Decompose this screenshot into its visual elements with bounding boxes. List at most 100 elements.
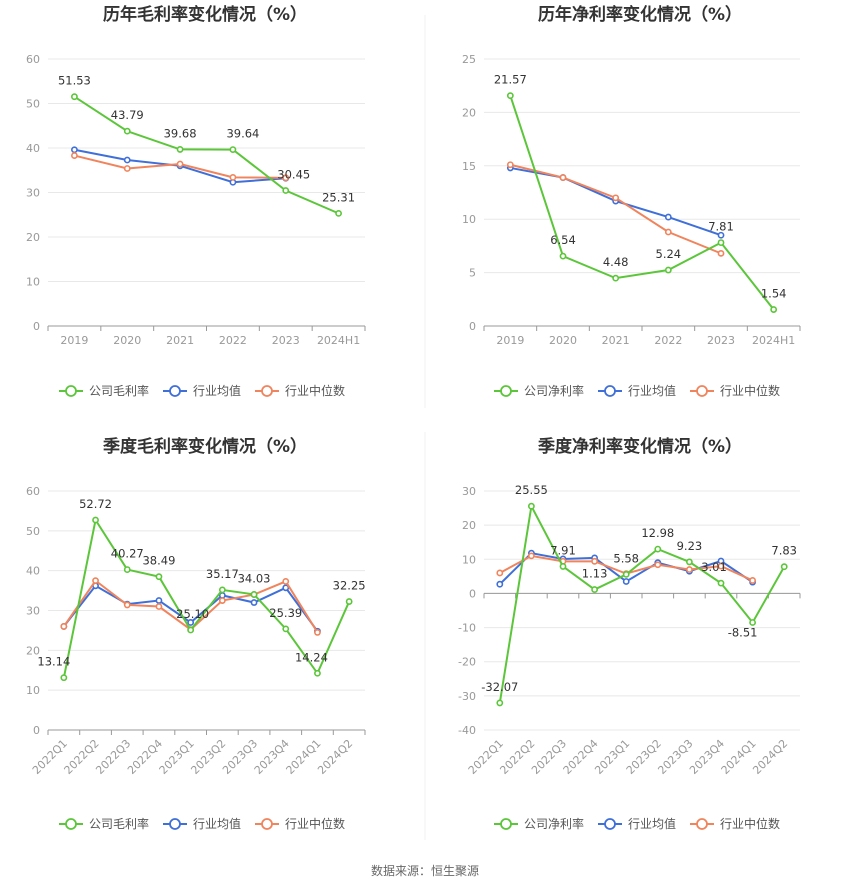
legend-label: 行业中位数 [285,383,345,398]
data-point [591,586,598,593]
data-point [496,569,504,577]
data-point [282,187,290,194]
data-point [664,228,672,236]
data-label: 39.64 [226,127,259,141]
data-point [717,562,725,570]
data-label: -32.07 [481,680,518,694]
data-point [335,209,342,217]
y-tick-label: 10 [462,213,476,226]
data-point [612,274,620,282]
data-label: 13.14 [37,655,70,669]
data-point [60,623,68,630]
data-label: 38.49 [142,554,175,568]
legend-label: 公司毛利率 [89,816,149,831]
y-tick-label: -10 [458,622,476,635]
data-point [717,231,725,239]
data-label: 25.10 [176,607,209,621]
legend-swatch-marker [65,385,77,397]
data-point [686,558,693,566]
x-tick-label: 2021 [602,334,630,347]
x-tick-label: 2019 [60,334,88,347]
data-point [654,545,662,553]
data-point [123,566,131,573]
y-tick-label: -40 [458,724,476,737]
data-label: 43.79 [111,108,144,122]
y-tick-label: -20 [458,656,476,669]
y-tick-label: 10 [462,553,476,566]
data-point [496,699,504,707]
data-point [717,579,725,587]
data-point [282,584,290,592]
data-point [250,599,258,606]
data-point [345,598,353,605]
data-point [282,578,290,585]
data-label: 25.39 [269,606,302,620]
data-point [717,249,725,257]
data-point [314,669,321,677]
data-label: 7.81 [708,220,734,234]
chart-title: 季度毛利率变化情况（%） [103,436,307,457]
legend-swatch-marker [65,818,77,830]
chart-panel-2: 历年净利率变化情况（%） 0 5 10 15 20 25 2019 2020 2021 2022 20… [462,4,801,398]
legend-label: 行业中位数 [720,816,780,831]
data-point [622,578,630,585]
data-label: 7.91 [550,543,576,557]
data-point [187,619,195,626]
data-point [612,194,620,202]
data-label: 5.24 [656,247,682,261]
y-tick-label: 10 [26,276,40,289]
data-point [282,174,290,182]
data-label: -8.51 [728,625,758,639]
data-label: 1.54 [761,287,787,301]
data-point [123,165,131,172]
data-point [250,591,258,598]
chart-title: 历年净利率变化情况（%） [538,4,742,25]
data-point [155,597,163,604]
chart-panel-3: 季度毛利率变化情况（%）01020304050602022Q12022Q2202… [26,436,366,831]
data-point [591,557,598,565]
chart-panel-4: 季度净利率变化情况（%）-40-30-20-1001020302022Q1202… [458,436,801,831]
data-label: 51.53 [58,74,91,88]
legend-label: 公司毛利率 [89,383,149,398]
y-tick-label: 20 [26,644,40,657]
data-point [770,306,778,313]
data-label: 40.27 [111,547,144,561]
legend-swatch-marker [604,385,616,397]
series-line-company [498,503,786,704]
chart-legend: 公司净利率 行业均值 行业中位数 [494,383,780,398]
chart-panel-1: 历年毛利率变化情况（%） 0 10 20 30 40 50 60 2019 2020 2021 202… [26,4,366,398]
data-point [559,252,567,260]
data-label: 34.03 [238,571,271,585]
x-tick-label: 2024H1 [317,334,360,347]
x-tick-label: 2022 [654,334,682,347]
x-tick-label: 2023 [707,334,735,347]
legend-swatch-marker [696,818,708,830]
data-point [496,580,504,588]
y-tick-label: 5 [469,267,476,280]
data-label: 14.24 [295,650,328,664]
data-label: 5.58 [613,551,639,565]
y-tick-label: 40 [26,142,40,155]
y-tick-label: 20 [462,519,476,532]
y-tick-label: 60 [26,485,40,498]
chart-legend: 公司净利率 行业均值 行业中位数 [494,816,780,831]
legend-swatch-marker [261,385,273,397]
data-point [314,629,321,636]
x-tick-label: 2021 [166,334,194,347]
data-point [229,146,237,154]
y-tick-label: 30 [26,605,40,618]
chart-title: 历年毛利率变化情况（%） [103,4,307,25]
legend-label: 行业均值 [628,816,676,831]
data-point [506,92,514,100]
chart-title: 季度净利率变化情况（%） [538,436,742,457]
data-point [559,174,567,181]
data-point [686,566,693,573]
data-point [229,173,237,181]
x-tick-label: 2024H1 [752,334,795,347]
data-point [123,156,131,164]
data-point [92,577,99,585]
data-point [664,266,672,274]
data-point [780,563,788,571]
x-tick-label: 2024Q2 [750,737,790,777]
legend-label: 行业中位数 [285,816,345,831]
